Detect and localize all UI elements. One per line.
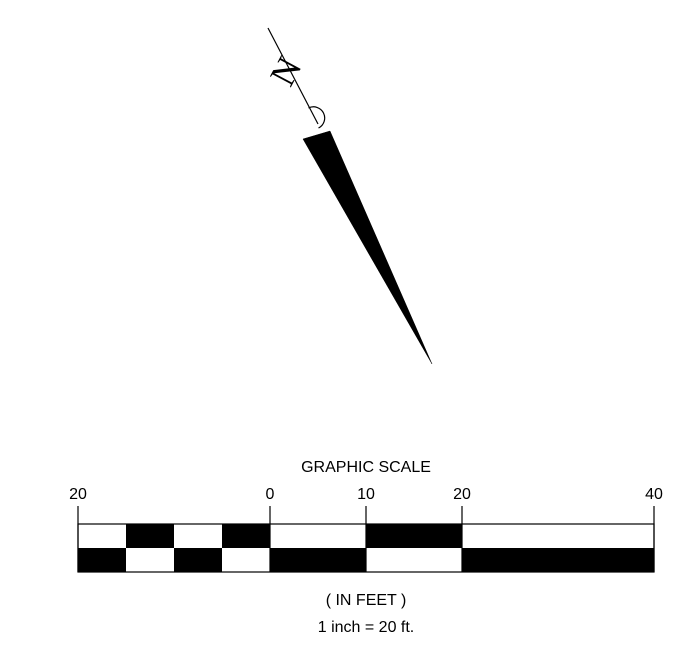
scale-ratio-label: 1 inch = 20 ft. [318, 619, 415, 636]
scale-block [126, 524, 174, 548]
scale-block [78, 548, 126, 572]
scale-units-label: ( IN FEET ) [326, 592, 407, 609]
scale-tick-labels: 20 0 10 20 40 [69, 486, 663, 503]
north-arrow: N [262, 27, 433, 365]
scale-bar [77, 506, 655, 573]
scale-tick-label-20: 20 [453, 486, 471, 503]
scale-block [174, 548, 222, 572]
graphic-scale: GRAPHIC SCALE 20 0 10 20 40 [69, 459, 663, 636]
scale-block [366, 524, 462, 548]
scale-tick-label-40: 40 [645, 486, 663, 503]
scale-block [222, 524, 270, 548]
scale-tick-label-10: 10 [357, 486, 375, 503]
scale-block [270, 548, 366, 572]
north-arrow-circle-mark [308, 106, 326, 129]
scale-block [462, 548, 654, 572]
scale-tick-label-0: 0 [266, 486, 275, 503]
scale-title: GRAPHIC SCALE [301, 459, 431, 476]
north-letter: N [262, 50, 310, 92]
scale-tick-label-left-20: 20 [69, 486, 87, 503]
north-arrow-blade [302, 130, 433, 365]
